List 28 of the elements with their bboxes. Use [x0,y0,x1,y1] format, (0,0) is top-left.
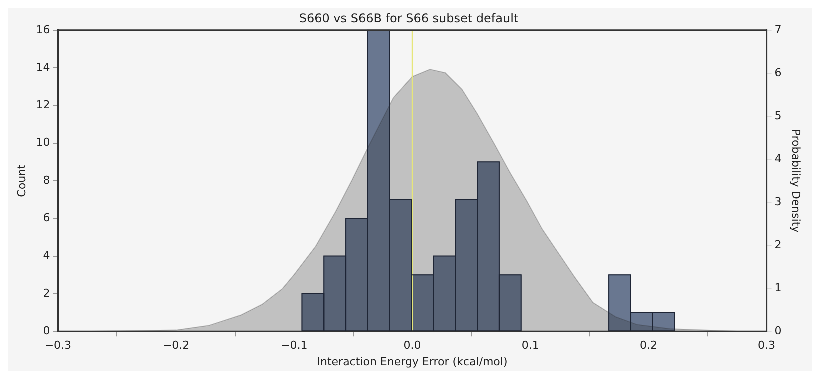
y-tick-label: 4 [43,249,50,262]
y2-axis-title: Probability Density [790,129,803,234]
x-axis-title: Interaction Energy Error (kcal/mol) [317,355,508,368]
x-tick-label: −0.3 [44,339,72,352]
chart-title: S660 vs S66B for S66 subset default [299,11,519,26]
x-tick-label: 0.0 [404,339,422,352]
x-tick-label: 0.3 [758,339,776,352]
x-tick-label: −0.2 [162,339,190,352]
x-tick-label: −0.1 [281,339,308,352]
y2-tick-label: 5 [774,109,782,122]
y2-tick-label: 0 [774,324,782,338]
y-tick-label: 12 [36,98,50,112]
x-tick-label: 0.1 [522,339,540,352]
y2-tick-label: 6 [774,66,782,80]
y2-tick-label: 1 [774,281,782,294]
y-tick-label: 6 [43,212,50,225]
y-tick-label: 2 [43,286,50,300]
y-axis-title: Count [15,164,28,198]
y-tick-label: 16 [36,23,50,36]
y-tick-label: 8 [43,174,50,187]
y2-tick-label: 4 [774,152,782,166]
y-tick-label: 14 [36,60,50,74]
y2-tick-label: 3 [774,195,782,208]
x-tick-label: 0.2 [640,339,658,352]
y-tick-label: 0 [43,324,50,338]
y-tick-label: 10 [36,136,50,150]
y2-tick-label: 7 [774,23,782,36]
y2-tick-label: 2 [774,238,782,252]
